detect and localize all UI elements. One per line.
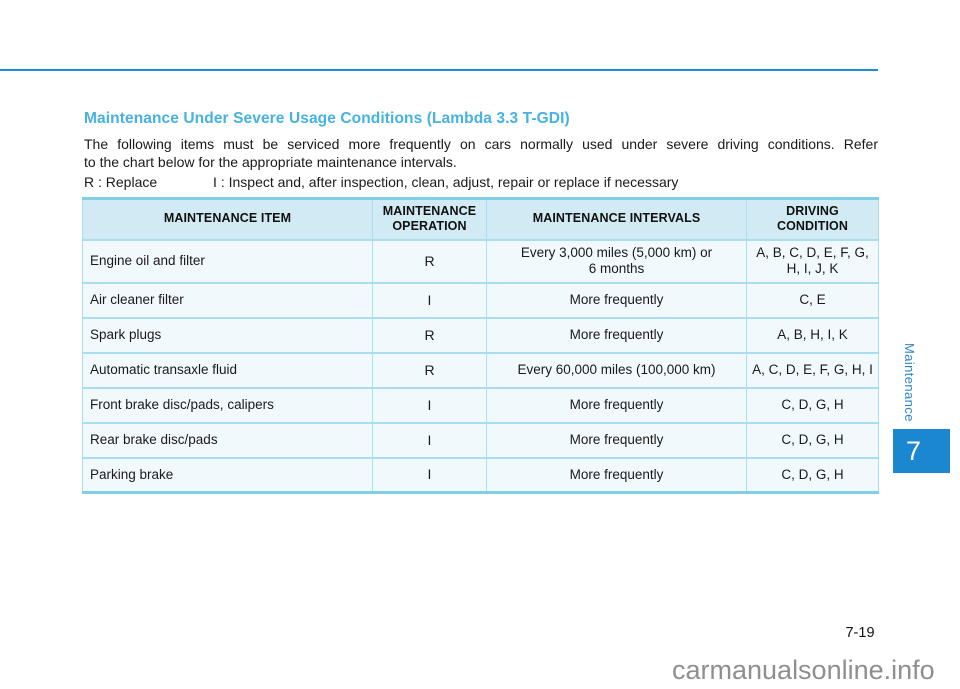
legend-replace: R : Replace	[84, 174, 158, 190]
cell-condition: A, B, H, I, K	[746, 316, 879, 354]
cell-interval: More frequently	[486, 456, 747, 494]
cell-interval: More frequently	[486, 281, 747, 319]
intro-line-2: to the chart below for the appropriate m…	[84, 153, 457, 170]
cell-operation: I	[372, 456, 487, 494]
cell-condition: A, B, C, D, E, F, G, H, I, J, K	[746, 238, 879, 284]
chapter-number: 7	[906, 436, 922, 466]
cell-interval: More frequently	[486, 386, 747, 424]
cell-interval: More frequently	[486, 316, 747, 354]
cell-operation: R	[372, 238, 487, 284]
cell-operation: I	[372, 386, 487, 424]
cell-item: Engine oil and filter	[82, 238, 373, 284]
cell-operation: I	[372, 421, 487, 459]
header-rule	[0, 69, 878, 71]
cell-condition: C, D, G, H	[746, 421, 879, 459]
col-header-operation: MAINTENANCE OPERATION	[372, 197, 487, 241]
cell-condition: C, D, G, H	[746, 386, 879, 424]
cell-item: Rear brake disc/pads	[82, 421, 373, 459]
table-row: Front brake disc/pads, calipers I More f…	[82, 386, 879, 424]
cell-item: Automatic transaxle fluid	[82, 351, 373, 389]
col-header-condition: DRIVING CONDITION	[746, 197, 879, 241]
table-row: Spark plugs R More frequently A, B, H, I…	[82, 316, 879, 354]
col-header-intervals: MAINTENANCE INTERVALS	[486, 197, 747, 241]
cell-operation: I	[372, 281, 487, 319]
maintenance-table: MAINTENANCE ITEM MAINTENANCE OPERATION M…	[82, 197, 879, 494]
page-number: 7-19	[845, 625, 875, 641]
cell-interval: Every 3,000 miles (5,000 km) or 6 months	[486, 238, 747, 284]
chapter-side-label: Maintenance	[902, 343, 917, 422]
cell-interval: Every 60,000 miles (100,000 km)	[486, 351, 747, 389]
cell-condition: C, E	[746, 281, 879, 319]
intro-paragraph: The following items must be serviced mor…	[84, 136, 878, 171]
legend: R : Replace I : Inspect and, after inspe…	[84, 174, 678, 190]
table-header-row: MAINTENANCE ITEM MAINTENANCE OPERATION M…	[82, 197, 879, 241]
chapter-number-badge: 7	[893, 429, 950, 473]
table-row: Automatic transaxle fluid R Every 60,000…	[82, 351, 879, 389]
table-row: Air cleaner filter I More frequently C, …	[82, 281, 879, 319]
legend-inspect: I : Inspect and, after inspection, clean…	[213, 174, 679, 190]
watermark: carmanualsonline.info	[672, 655, 935, 685]
cell-item: Front brake disc/pads, calipers	[82, 386, 373, 424]
intro-line-1: The following items must be serviced mor…	[84, 136, 878, 152]
cell-item: Parking brake	[82, 456, 373, 494]
cell-item: Spark plugs	[82, 316, 373, 354]
section-title: Maintenance Under Severe Usage Condition…	[84, 110, 570, 127]
col-header-item: MAINTENANCE ITEM	[82, 197, 373, 241]
table-row: Rear brake disc/pads I More frequently C…	[82, 421, 879, 459]
cell-operation: R	[372, 316, 487, 354]
cell-interval: More frequently	[486, 421, 747, 459]
cell-operation: R	[372, 351, 487, 389]
cell-item: Air cleaner filter	[82, 281, 373, 319]
cell-condition: A, C, D, E, F, G, H, I	[746, 351, 879, 389]
cell-condition: C, D, G, H	[746, 456, 879, 494]
table-row: Parking brake I More frequently C, D, G,…	[82, 456, 879, 494]
table-row: Engine oil and filter R Every 3,000 mile…	[82, 238, 879, 284]
